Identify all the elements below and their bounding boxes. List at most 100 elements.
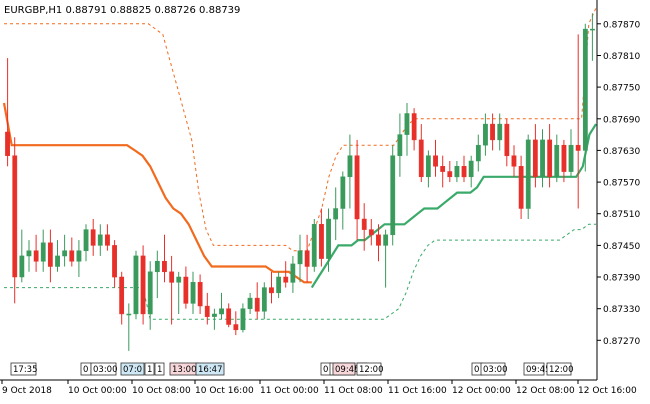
y-axis-ticks: 0.87870 0.87810 0.87750 0.87690 0.87630 0.875… — [597, 20, 640, 347]
bull-candle — [240, 308, 246, 331]
y-tick-label: 0.87750 — [603, 84, 640, 94]
bear-candle — [283, 276, 289, 283]
y-tick-label: 0.87390 — [603, 274, 640, 284]
bull-candle — [97, 234, 103, 246]
bull-candle — [340, 176, 346, 209]
bull-candle — [497, 123, 503, 141]
bull-candle — [397, 134, 403, 156]
time-tag: 07:0 — [120, 362, 145, 376]
time-tag: 03:00 — [480, 362, 508, 376]
y-tick-label: 0.87510 — [603, 210, 640, 220]
bull-candle — [347, 155, 353, 178]
bear-candle — [447, 171, 453, 178]
y-tick-label: 0.87690 — [603, 115, 640, 125]
x-tick-label: 11 Oct 00:00 — [260, 386, 319, 396]
y-tick-label: 0.87630 — [603, 147, 640, 157]
chart-title: EURGBP,H1 0.88791 0.88825 0.88726 0.8873… — [4, 5, 240, 16]
x-tick-label: 12 Oct 16:00 — [578, 386, 637, 396]
y-tick-label: 0.87810 — [603, 52, 640, 62]
time-tag: 0 — [320, 362, 332, 376]
bear-candle — [575, 144, 581, 151]
bull-candle — [154, 260, 160, 273]
time-tag: 09:45 — [332, 362, 360, 376]
bull-candle — [26, 250, 32, 257]
x-tick-label: 11 Oct 08:00 — [324, 386, 383, 396]
bull-candle — [404, 113, 410, 135]
bear-candle — [169, 271, 175, 283]
bear-candle — [162, 260, 167, 273]
bull-candle — [390, 155, 396, 236]
bull-candle — [525, 139, 531, 209]
bull-candle — [475, 144, 481, 162]
bear-candle — [119, 276, 125, 315]
bull-candle — [219, 308, 224, 315]
bear-candle — [183, 276, 189, 304]
svg-text:09:45: 09:45 — [526, 365, 551, 375]
svg-text:0: 0 — [323, 365, 328, 375]
svg-text:0: 0 — [474, 365, 479, 375]
candles-layer — [5, 13, 595, 351]
bear-candle — [233, 324, 239, 331]
svg-text:0: 0 — [83, 365, 88, 375]
x-tick-label: 12 Oct 08:00 — [516, 386, 575, 396]
bull-candle — [62, 250, 68, 257]
bull-candle — [383, 234, 389, 246]
bear-candle — [461, 166, 467, 178]
bear-candle — [112, 245, 117, 278]
time-tag: 13:00 — [169, 362, 199, 376]
x-tick-label: 9 Oct 2018 — [2, 386, 52, 396]
bear-candle — [511, 155, 517, 167]
svg-text:1: 1 — [147, 365, 152, 375]
bull-candle — [247, 297, 253, 309]
bear-candle — [376, 234, 381, 246]
bear-candle — [368, 229, 374, 236]
time-tag: 0 — [471, 362, 483, 376]
bull-candle — [83, 229, 89, 251]
time-tag: 1 — [144, 362, 155, 376]
lower-band-dashed — [4, 223, 596, 320]
y-tick-label: 0.87450 — [603, 242, 640, 252]
bear-candle — [33, 250, 39, 262]
bear-candle — [547, 139, 553, 178]
bull-candle — [554, 144, 560, 178]
x-tick-label: 11 Oct 16:00 — [388, 386, 447, 396]
x-tick-label: 12 Oct 00:00 — [452, 386, 511, 396]
time-tag: 0 — [80, 362, 92, 376]
bull-candle — [126, 313, 132, 316]
time-tag: 17:35 — [10, 362, 38, 376]
bull-candle — [326, 218, 331, 259]
bear-candle — [304, 250, 310, 267]
bull-candle — [40, 242, 46, 262]
bear-candle — [197, 282, 203, 307]
time-tag: 12:00 — [546, 362, 574, 376]
x-tick-label: 10 Oct 08:00 — [132, 386, 191, 396]
bear-candle — [47, 242, 53, 267]
svg-text:03:00: 03:00 — [93, 365, 118, 375]
svg-text:1: 1 — [157, 365, 162, 375]
bear-candle — [140, 255, 146, 315]
x-tick-label: 10 Oct 00:00 — [68, 386, 127, 396]
bull-candle — [468, 160, 474, 178]
bull-candle — [261, 287, 267, 312]
bear-candle — [440, 166, 446, 172]
y-tick-label: 0.87270 — [603, 337, 640, 347]
bear-candle — [254, 297, 260, 312]
bear-candle — [361, 218, 367, 230]
svg-text:07:0: 07:0 — [123, 365, 142, 375]
upper-band-line — [2, 102, 312, 284]
bear-candle — [105, 234, 110, 246]
time-tag: 09:45 — [523, 362, 551, 376]
time-tag: 16:47 — [195, 362, 225, 376]
bear-candle — [532, 139, 538, 178]
x-axis-ticks: 9 Oct 2018 10 Oct 00:00 10 Oct 08:00 10 Oct… — [1, 380, 637, 396]
bear-candle — [354, 155, 360, 220]
svg-text:09:45: 09:45 — [335, 365, 360, 375]
bull-candle — [582, 28, 588, 151]
svg-text:16:47: 16:47 — [198, 365, 223, 375]
bear-candle — [490, 123, 495, 141]
bear-candle — [226, 308, 232, 325]
svg-text:12:00: 12:00 — [359, 365, 384, 375]
